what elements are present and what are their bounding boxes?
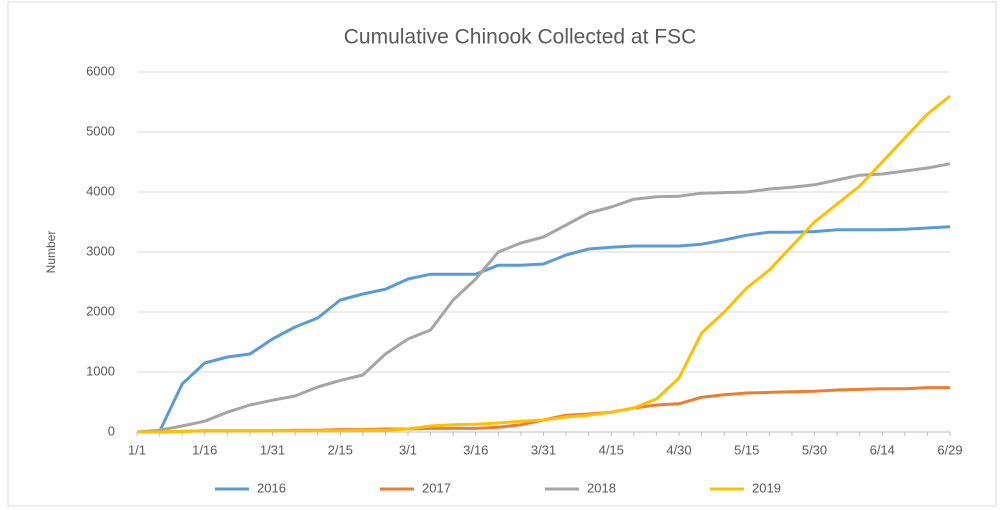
x-tick-label: 3/16 xyxy=(463,442,488,457)
series-line xyxy=(136,162,951,434)
x-tick-label: 3/31 xyxy=(531,442,556,457)
x-tick-label: 5/15 xyxy=(734,442,759,457)
y-tick-label: 2000 xyxy=(86,303,115,318)
y-tick-label: 3000 xyxy=(86,243,115,258)
legend-label: 2017 xyxy=(422,480,451,495)
chart-title: Cumulative Chinook Collected at FSC xyxy=(344,26,697,49)
x-tick-label: 3/1 xyxy=(399,442,417,457)
series-line xyxy=(137,94,951,434)
y-tick-label: 4000 xyxy=(86,183,115,198)
y-tick-label: 5000 xyxy=(86,123,115,138)
y-tick-label: 6000 xyxy=(86,63,115,78)
series-line xyxy=(136,225,951,434)
x-tick-label: 4/15 xyxy=(599,442,624,457)
y-tick-label: 1000 xyxy=(86,363,115,378)
x-tick-label: 2/15 xyxy=(328,442,353,457)
x-tick-label: 1/31 xyxy=(260,442,285,457)
x-tick-label: 6/14 xyxy=(870,442,895,457)
y-axis-label: Number xyxy=(44,231,58,274)
x-tick-label: 4/30 xyxy=(666,442,691,457)
legend-label: 2019 xyxy=(752,480,781,495)
legend-label: 2018 xyxy=(587,480,616,495)
x-tick-label: 1/1 xyxy=(128,442,146,457)
legend-label: 2016 xyxy=(257,480,286,495)
x-tick-label: 5/30 xyxy=(802,442,827,457)
x-tick-label: 1/16 xyxy=(192,442,217,457)
x-tick-label: 6/29 xyxy=(937,442,962,457)
y-tick-label: 0 xyxy=(108,423,115,438)
